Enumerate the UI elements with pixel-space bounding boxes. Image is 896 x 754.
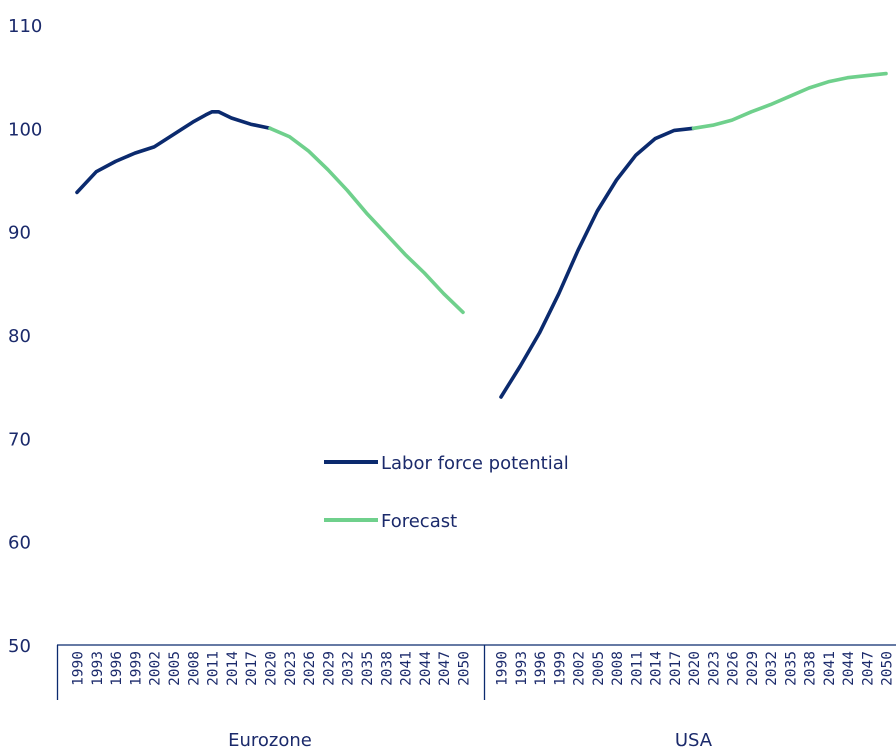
- x-tick-label: 2023: [283, 651, 299, 686]
- x-tick-label: 2044: [841, 651, 857, 686]
- x-tick-label: 2032: [764, 651, 780, 686]
- y-tick-label: 80: [8, 326, 31, 347]
- x-axis-ticks: 1990 1993 1996 1999 2002 2005 2008 2011 2014 2017…: [71, 651, 896, 686]
- x-group-label-eurozone: Eurozone: [228, 730, 312, 751]
- x-tick-label: 1999: [128, 651, 144, 686]
- x-group-label-usa: USA: [675, 730, 713, 751]
- y-tick-label: 100: [8, 119, 42, 140]
- y-tick-label: 60: [8, 533, 31, 554]
- series-line-labor-force-potential-usa: [499, 126, 696, 399]
- x-tick-label: 2041: [822, 651, 838, 686]
- x-tick-label: 2047: [437, 651, 453, 686]
- x-tick-label: 2035: [360, 651, 376, 686]
- x-tick-label: 2023: [706, 651, 722, 686]
- y-tick-label: 70: [8, 429, 31, 450]
- x-tick-label: 2035: [783, 651, 799, 686]
- series-layer: [75, 71, 888, 399]
- x-tick-label: 2017: [668, 651, 684, 686]
- axes: [56, 644, 896, 700]
- x-tick-label: 2002: [572, 651, 588, 686]
- x-tick-label: 1990: [71, 651, 87, 686]
- x-tick-label: 2011: [629, 651, 645, 686]
- x-tick-label: 2011: [206, 651, 222, 686]
- y-tick-label: 110: [8, 16, 42, 37]
- x-tick-label: 2005: [167, 651, 183, 686]
- x-tick-label: 1996: [533, 651, 549, 686]
- legend-label-forecast: Forecast: [381, 511, 457, 532]
- x-tick-label: 2017: [244, 651, 260, 686]
- x-tick-label: 2029: [745, 651, 761, 686]
- x-tick-label: 2008: [610, 651, 626, 686]
- x-tick-label: 2002: [148, 651, 164, 686]
- x-tick-label: 1996: [109, 651, 125, 686]
- x-tick-label: 1999: [552, 651, 568, 686]
- x-tick-label: 2032: [341, 651, 357, 686]
- x-axis-group-labels: Eurozone USA: [228, 730, 713, 751]
- x-tick-label: 2014: [649, 651, 665, 686]
- x-tick-label: 2026: [726, 651, 742, 686]
- x-tick-label: 2026: [302, 651, 318, 686]
- x-tick-label: 2008: [186, 651, 202, 686]
- x-tick-label: 2044: [418, 651, 434, 686]
- x-tick-label: 2020: [687, 651, 703, 686]
- x-tick-label: 2050: [457, 651, 473, 686]
- x-tick-label: 2029: [321, 651, 337, 686]
- y-tick-label: 50: [8, 636, 31, 657]
- x-tick-label: 1993: [90, 651, 106, 686]
- x-tick-label: 2005: [591, 651, 607, 686]
- x-tick-label: 2041: [399, 651, 415, 686]
- series-line-forecast-usa: [691, 71, 888, 131]
- series-line-forecast-eurozone: [268, 126, 465, 315]
- x-tick-label: 1990: [495, 651, 511, 686]
- x-tick-label: 2050: [880, 651, 896, 686]
- x-tick-label: 2014: [225, 651, 241, 686]
- x-tick-label: 2038: [379, 651, 395, 686]
- series-line-labor-force-potential-eurozone: [75, 110, 272, 195]
- x-tick-label: 2038: [803, 651, 819, 686]
- x-tick-label: 1993: [514, 651, 530, 686]
- legend: Labor force potential Forecast: [324, 453, 569, 532]
- legend-label-labor-force-potential: Labor force potential: [381, 453, 569, 474]
- y-tick-label: 90: [8, 223, 31, 244]
- x-tick-label: 2020: [264, 651, 280, 686]
- x-tick-label: 2047: [860, 651, 876, 686]
- y-axis-ticks: 50 60 70 80 90 100 110: [8, 16, 42, 657]
